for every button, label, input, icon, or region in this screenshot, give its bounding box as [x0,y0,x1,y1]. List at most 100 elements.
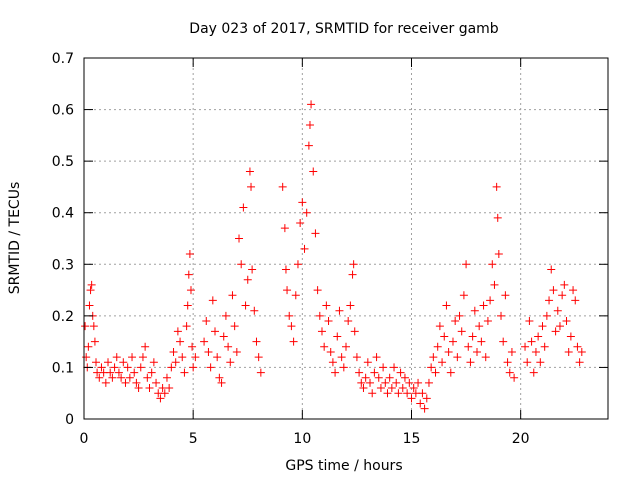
data-point [149,358,158,367]
data-point [464,342,473,351]
data-point [569,286,578,295]
x-tick-label: 15 [403,431,421,447]
data-point [281,265,290,274]
plot-frame [83,57,609,420]
data-point [186,286,195,295]
data-point [324,317,333,326]
data-point [416,399,425,408]
data-point [368,389,377,398]
data-point [114,368,123,377]
data-point [123,363,132,372]
data-point [446,368,455,377]
data-point [287,322,296,331]
data-point [243,275,252,284]
data-point [547,265,556,274]
data-point [342,342,350,351]
data-point [466,358,475,367]
x-tick-label: 10 [293,431,311,447]
data-point [521,342,530,351]
y-tick-label: 0.2 [52,309,74,325]
data-point [488,260,497,269]
data-point [173,327,182,336]
data-point [200,337,209,346]
data-point [510,373,519,382]
data-point [507,347,516,356]
data-point [350,327,359,336]
data-point [470,306,479,315]
data-point [237,260,246,269]
data-point [403,389,412,398]
data-point [376,384,385,393]
data-point [185,249,194,258]
data-point [427,363,436,372]
data-point [110,363,119,372]
y-tick-label: 0.7 [52,51,74,67]
data-point [165,384,174,393]
data-point [95,373,104,382]
data-point [313,286,322,295]
data-point [444,347,453,356]
data-point [219,332,228,341]
data-point [571,296,580,305]
data-point [424,378,433,387]
data-point [431,368,440,377]
data-point [503,358,512,367]
data-point [560,280,569,289]
data-point [475,322,484,331]
data-point [317,327,326,336]
data-point [361,373,370,382]
data-point [379,363,388,372]
data-point [477,337,486,346]
data-point [529,368,538,377]
data-point [479,301,488,310]
data-point [355,368,364,377]
data-point [328,358,337,367]
y-tick-label: 0.6 [52,103,74,119]
data-point [352,353,361,362]
data-point [499,337,508,346]
data-point [183,301,192,310]
y-tick-label: 0.3 [52,257,74,273]
data-point [188,342,197,351]
data-point [335,306,344,315]
x-tick-label: 5 [189,431,198,447]
data-point [86,286,95,295]
data-point [540,342,549,351]
data-point [182,322,191,331]
data-point [184,270,193,279]
data-point [132,378,141,387]
data-point [374,373,383,382]
data-point [307,100,316,109]
data-point [254,353,263,362]
data-point [442,301,451,310]
chart-title: Day 023 of 2017, SRMTID for receiver gam… [189,21,499,37]
data-point [357,378,366,387]
data-point [228,291,237,300]
data-point [370,368,379,377]
data-point [346,301,355,310]
y-axis-label: SRMTID / TECUs [7,182,23,295]
data-point [108,373,117,382]
data-point [121,378,130,387]
data-point [462,260,471,269]
data-point [505,368,514,377]
data-point [451,317,460,326]
data-point [191,353,200,362]
data-point [459,291,468,300]
data-point [180,368,189,377]
data-point [387,384,396,393]
data-point [363,358,372,367]
data-point [527,337,536,346]
x-axis-label: GPS time / hours [285,458,402,474]
data-point [256,368,265,377]
data-point [152,378,161,387]
data-point [545,296,554,305]
x-tick-label: 20 [512,431,530,447]
data-point [322,301,331,310]
data-point [211,327,219,336]
data-point [483,317,492,326]
data-point [531,347,540,356]
data-point [226,358,235,367]
data-point [89,322,98,331]
data-points [81,100,586,413]
